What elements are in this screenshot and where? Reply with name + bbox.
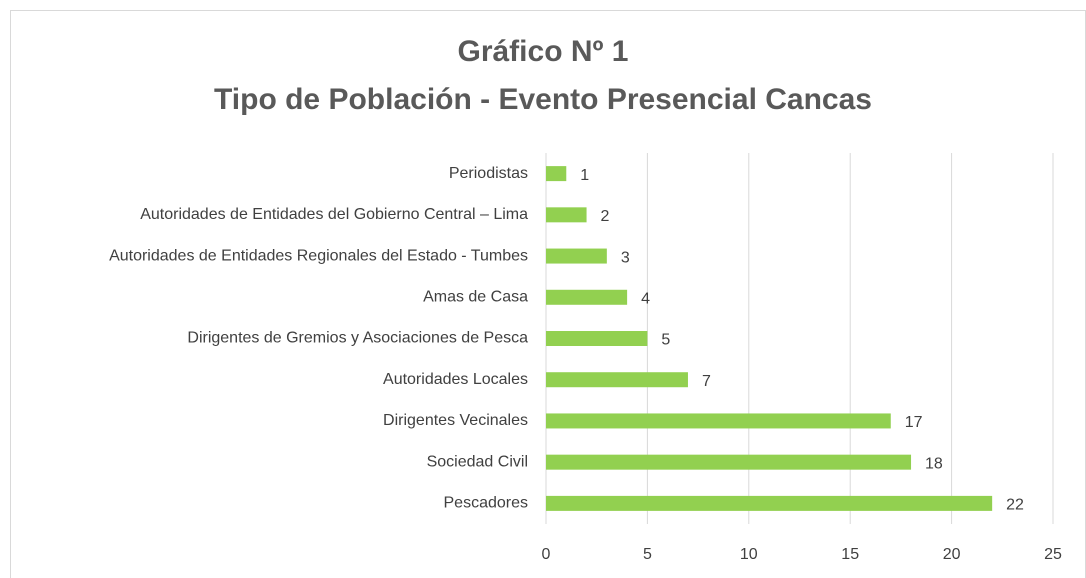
y-tick-label: Amas de Casa bbox=[423, 288, 528, 305]
bar bbox=[546, 331, 648, 346]
bar bbox=[546, 289, 628, 305]
x-tick-label: 5 bbox=[643, 546, 652, 563]
chart-subtitle: Tipo de Población - Evento Presencial Ca… bbox=[214, 83, 872, 116]
data-label: 4 bbox=[641, 290, 650, 307]
bar bbox=[546, 454, 912, 470]
bar bbox=[546, 207, 587, 223]
x-tick-label: 0 bbox=[542, 546, 551, 563]
y-tick-label: Dirigentes Vecinales bbox=[383, 412, 528, 429]
bar bbox=[546, 413, 891, 429]
chart-title: Gráfico Nº 1 bbox=[457, 35, 628, 68]
x-tick-label: 20 bbox=[943, 546, 961, 563]
x-tick-label: 25 bbox=[1044, 546, 1062, 563]
data-label: 18 bbox=[925, 455, 943, 472]
data-label: 7 bbox=[702, 373, 711, 390]
y-tick-label: Pescadores bbox=[444, 495, 529, 512]
data-label: 17 bbox=[905, 414, 923, 431]
data-label: 2 bbox=[601, 208, 610, 225]
x-tick-label: 15 bbox=[841, 546, 859, 563]
data-label: 3 bbox=[621, 249, 630, 266]
y-tick-label: Autoridades de Entidades Regionales del … bbox=[109, 247, 528, 264]
bar bbox=[546, 248, 607, 264]
data-label: 22 bbox=[1006, 497, 1024, 514]
y-tick-label: Autoridades de Entidades del Gobierno Ce… bbox=[140, 206, 528, 223]
y-tick-label: Periodistas bbox=[449, 165, 528, 182]
bar bbox=[546, 166, 567, 182]
y-tick-label: Sociedad Civil bbox=[427, 453, 528, 470]
y-tick-label: Dirigentes de Gremios y Asociaciones de … bbox=[187, 330, 528, 347]
bar bbox=[546, 372, 688, 388]
data-label: 1 bbox=[580, 167, 589, 184]
y-tick-label: Autoridades Locales bbox=[383, 371, 528, 388]
data-label: 5 bbox=[661, 332, 670, 349]
bar bbox=[546, 495, 993, 511]
x-tick-label: 10 bbox=[740, 546, 758, 563]
